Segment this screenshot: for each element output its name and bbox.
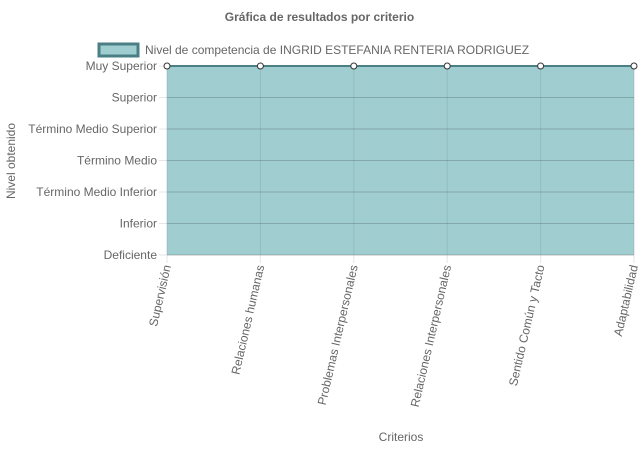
series-area (166, 65, 635, 256)
x-tick-label: Adaptabilidad (611, 264, 639, 338)
x-tick-label: Relaciones humanas (228, 264, 267, 376)
series-fill (167, 66, 634, 255)
x-axis-label: Criterios (379, 430, 424, 444)
y-tick-label: Inferior (120, 217, 157, 231)
legend-swatch (97, 42, 140, 58)
y-tick-label: Término Medio Inferior (36, 185, 157, 199)
x-tick-label: Relaciones Interpersonales (408, 264, 454, 409)
y-tick-label: Término Medio (77, 154, 157, 168)
x-axis-ticks: Supervisión Relaciones humanas Problemas I… (146, 263, 639, 408)
y-tick-label: Superior (112, 91, 157, 105)
legend[interactable]: Nivel de competencia de INGRID ESTEFANIA… (97, 42, 529, 58)
y-axis-ticks: Deficiente Inferior Término Medio Inferior… (28, 59, 157, 262)
y-tick-label: Término Medio Superior (28, 122, 157, 136)
y-axis-label: Nivel obtenido (4, 123, 18, 199)
x-tick-label: Sentido Común y Tacto (506, 263, 548, 387)
x-tick-label: Supervisión (146, 264, 174, 328)
data-point (537, 62, 545, 70)
data-point (630, 62, 638, 70)
legend-label: Nivel de competencia de INGRID ESTEFANIA… (145, 43, 529, 57)
y-tick-label: Deficiente (104, 248, 158, 262)
chart-title: Gráfica de resultados por criterio (225, 10, 414, 24)
x-tick-label: Problemas Interpersonales (315, 264, 361, 407)
y-tick-label: Muy Superior (86, 59, 157, 73)
data-point (443, 62, 451, 70)
data-points (163, 62, 638, 70)
data-point (163, 62, 171, 70)
data-point (256, 62, 264, 70)
data-point (350, 62, 358, 70)
